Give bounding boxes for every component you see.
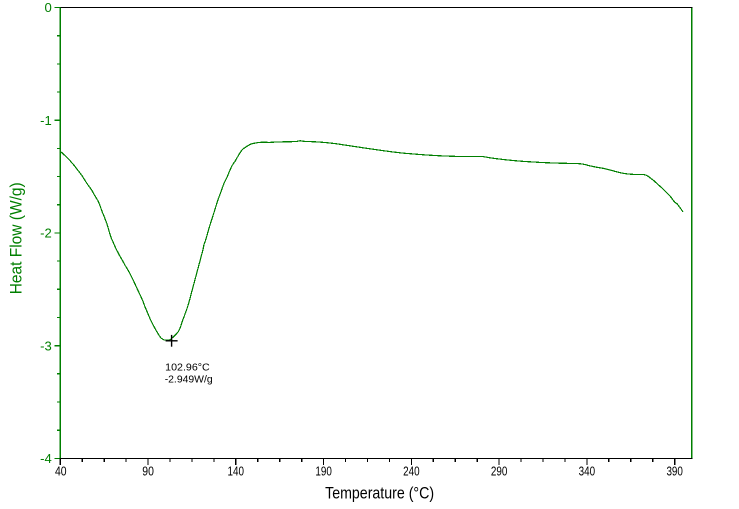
svg-text:290: 290 bbox=[491, 463, 508, 478]
svg-text:-2: -2 bbox=[40, 226, 52, 241]
svg-text:-1: -1 bbox=[40, 113, 52, 128]
svg-text:340: 340 bbox=[579, 463, 596, 478]
svg-text:40: 40 bbox=[55, 463, 67, 478]
svg-text:190: 190 bbox=[315, 463, 332, 478]
svg-text:102.96°C: 102.96°C bbox=[165, 362, 210, 374]
svg-text:-2.949W/g: -2.949W/g bbox=[165, 374, 213, 386]
svg-text:90: 90 bbox=[142, 463, 154, 478]
svg-text:390: 390 bbox=[666, 463, 683, 478]
svg-text:140: 140 bbox=[228, 463, 245, 478]
svg-text:-4: -4 bbox=[40, 451, 52, 466]
svg-text:240: 240 bbox=[403, 463, 420, 478]
svg-text:0: 0 bbox=[45, 0, 52, 15]
svg-text:-3: -3 bbox=[40, 338, 52, 353]
svg-text:Heat Flow (W/g): Heat Flow (W/g) bbox=[7, 182, 26, 294]
svg-text:Temperature (°C): Temperature (°C) bbox=[325, 483, 434, 502]
